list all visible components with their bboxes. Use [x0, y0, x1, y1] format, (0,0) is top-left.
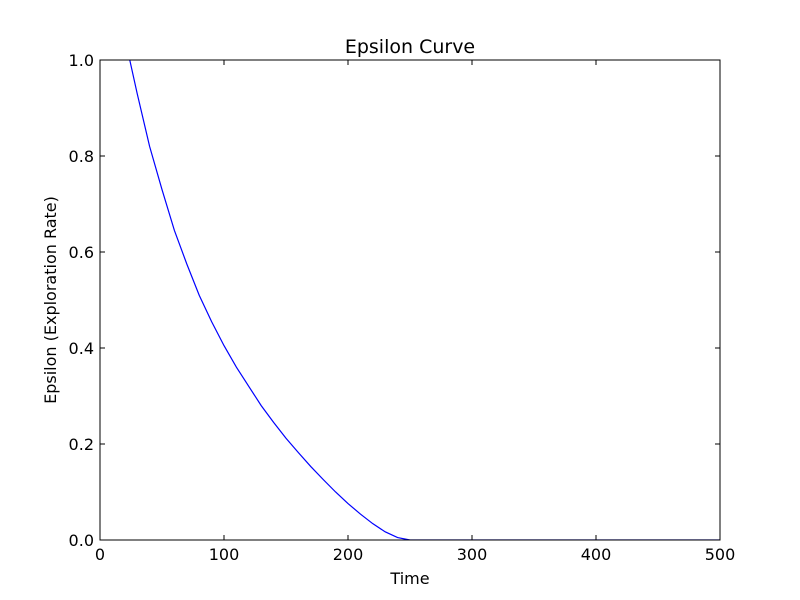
epsilon-series-line [129, 60, 720, 540]
x-tick-label: 400 [581, 545, 612, 564]
x-axis-label: Time [389, 569, 429, 588]
y-tick-label: 1.0 [69, 51, 94, 70]
x-tick-label: 100 [209, 545, 240, 564]
x-tick-label: 200 [333, 545, 364, 564]
y-tick-label: 0.0 [69, 531, 94, 550]
y-tick-label: 0.4 [69, 339, 94, 358]
plot-frame [99, 59, 721, 541]
y-tick-label: 0.6 [69, 243, 94, 262]
x-axis-ticks: 0 100 200 300 400 500 [95, 60, 735, 564]
y-axis-ticks: 0.0 0.2 0.4 0.6 0.8 1.0 [69, 51, 720, 550]
y-axis-label: Epsilon (Exploration Rate) [41, 196, 60, 404]
chart-title: Epsilon Curve [345, 36, 475, 58]
x-tick-label: 500 [705, 545, 736, 564]
y-tick-label: 0.2 [69, 435, 94, 454]
x-tick-label: 300 [457, 545, 488, 564]
y-tick-label: 0.8 [69, 147, 94, 166]
plot-area [129, 60, 720, 540]
x-tick-label: 0 [95, 545, 105, 564]
